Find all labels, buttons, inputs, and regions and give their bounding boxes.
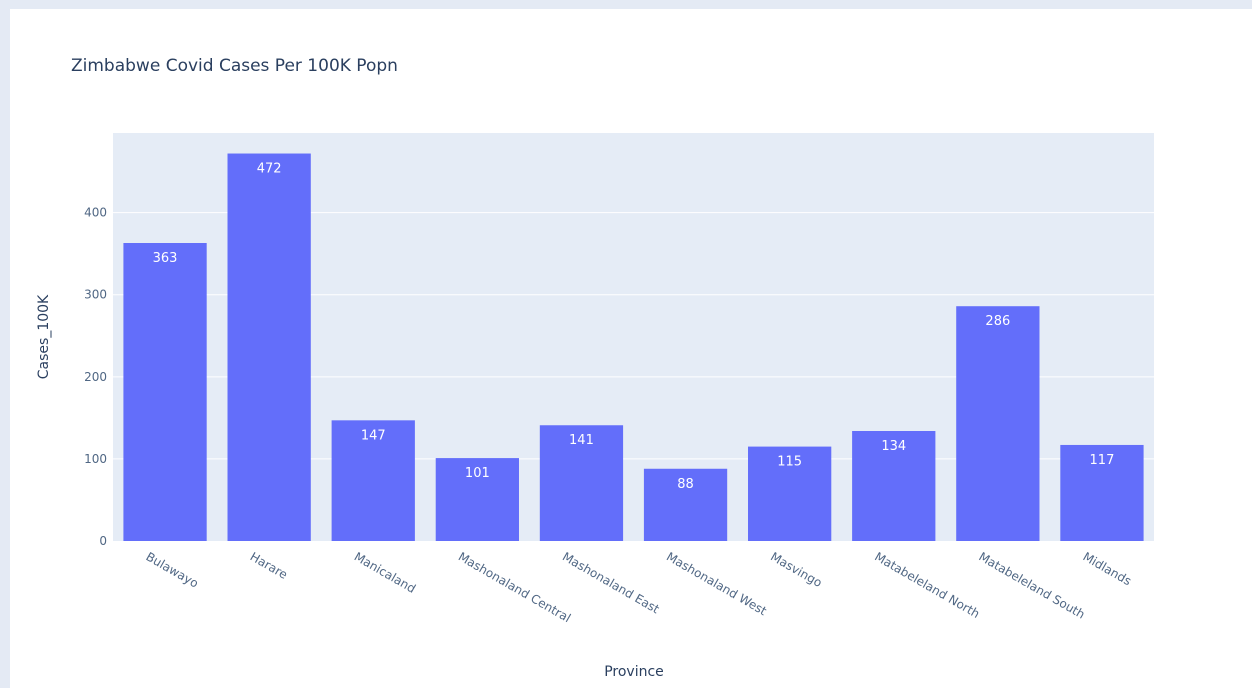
x-tick-label: Bulawayo — [144, 549, 201, 590]
bar-chart: Zimbabwe Covid Cases Per 100K Popn 0 100 2… — [36, 56, 1154, 680]
y-tick-label: 400 — [84, 206, 107, 220]
x-tick-label: Mashonaland Central — [456, 549, 573, 625]
x-tick-label: Matabeleland North — [872, 549, 982, 621]
bar — [748, 446, 832, 541]
bar-value-label: 147 — [361, 428, 386, 443]
bar-value-label: 472 — [257, 162, 282, 177]
y-tick-label: 300 — [84, 288, 107, 302]
x-tick-label: Mashonaland East — [560, 549, 662, 616]
bar-value-label: 134 — [881, 439, 906, 454]
y-tick-label: 100 — [84, 452, 107, 466]
bar — [643, 468, 728, 541]
bar — [227, 153, 311, 541]
x-tick-label: Midlands — [1080, 549, 1133, 588]
chart-container: Zimbabwe Covid Cases Per 100K Popn 0 100 2… — [10, 9, 1252, 688]
bar — [539, 425, 624, 541]
bar-value-label: 101 — [465, 466, 490, 481]
bar-value-label: 141 — [569, 433, 594, 448]
bar-value-label: 286 — [985, 314, 1010, 329]
y-axis-title: Cases_100K — [36, 294, 52, 379]
bar-value-label: 115 — [777, 455, 802, 470]
bar — [956, 306, 1040, 541]
bar — [123, 243, 207, 541]
x-tick-label: Mashonaland West — [664, 549, 769, 618]
x-tick-label: Masvingo — [768, 549, 824, 590]
y-tick-label: 200 — [84, 370, 107, 384]
x-tick-label: Harare — [248, 549, 290, 581]
bar-value-label: 117 — [1090, 453, 1115, 468]
bars — [123, 153, 1144, 541]
chart-title: Zimbabwe Covid Cases Per 100K Popn — [71, 56, 398, 76]
y-tick-label: 0 — [99, 534, 107, 548]
bar — [852, 430, 936, 541]
x-tick-label: Matabeleland South — [976, 549, 1087, 621]
y-axis-ticks: 0 100 200 300 400 — [84, 206, 107, 548]
bar — [435, 458, 519, 541]
x-axis-ticks: Bulawayo Harare Manicaland Mashonaland Cent… — [144, 549, 1134, 625]
x-tick-label: Manicaland — [352, 549, 418, 595]
x-axis-title: Province — [604, 664, 664, 680]
bar-value-labels: 363 472 147 101 141 88 115 134 286 117 — [153, 162, 1115, 492]
bar — [1060, 444, 1144, 541]
bar-value-label: 88 — [677, 477, 694, 492]
bar — [331, 420, 415, 541]
bar-value-label: 363 — [153, 251, 178, 266]
